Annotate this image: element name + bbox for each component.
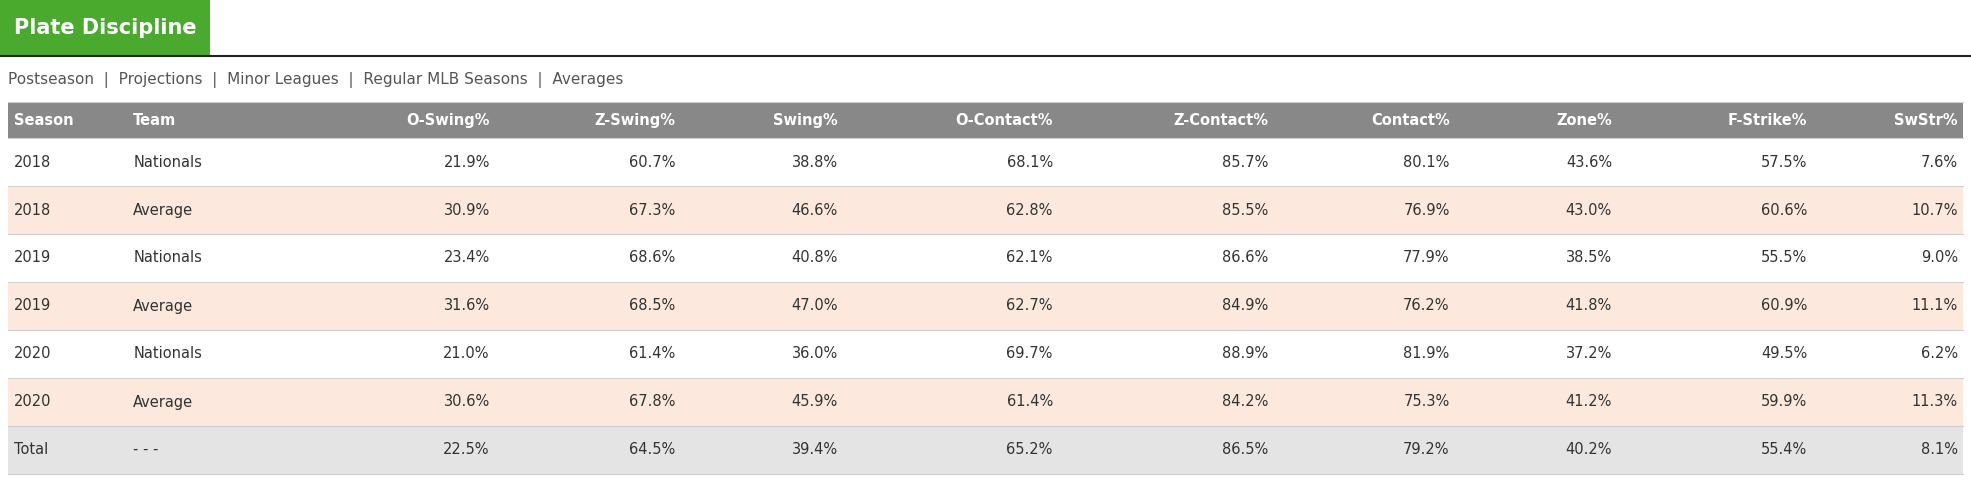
Text: 37.2%: 37.2% bbox=[1565, 347, 1612, 362]
Text: 2020: 2020 bbox=[14, 394, 51, 409]
Text: 49.5%: 49.5% bbox=[1762, 347, 1807, 362]
Text: 41.2%: 41.2% bbox=[1565, 394, 1612, 409]
Text: 2018: 2018 bbox=[14, 154, 51, 169]
Text: 80.1%: 80.1% bbox=[1403, 154, 1451, 169]
Text: Season: Season bbox=[14, 113, 73, 127]
Text: Plate Discipline: Plate Discipline bbox=[14, 18, 197, 38]
Text: 88.9%: 88.9% bbox=[1222, 347, 1267, 362]
Text: 67.8%: 67.8% bbox=[629, 394, 676, 409]
Text: 46.6%: 46.6% bbox=[792, 202, 838, 217]
Text: 79.2%: 79.2% bbox=[1403, 442, 1451, 457]
Text: 47.0%: 47.0% bbox=[790, 299, 838, 314]
Text: 30.9%: 30.9% bbox=[443, 202, 491, 217]
Text: 21.9%: 21.9% bbox=[443, 154, 491, 169]
Text: 43.0%: 43.0% bbox=[1565, 202, 1612, 217]
Text: 76.2%: 76.2% bbox=[1403, 299, 1451, 314]
Text: Z-Swing%: Z-Swing% bbox=[595, 113, 676, 127]
Text: 38.8%: 38.8% bbox=[792, 154, 838, 169]
Text: 69.7%: 69.7% bbox=[1007, 347, 1053, 362]
Text: 36.0%: 36.0% bbox=[792, 347, 838, 362]
Text: 23.4%: 23.4% bbox=[443, 250, 491, 266]
Text: 77.9%: 77.9% bbox=[1403, 250, 1451, 266]
Text: 2018: 2018 bbox=[14, 202, 51, 217]
Text: 21.0%: 21.0% bbox=[443, 347, 491, 362]
Text: 7.6%: 7.6% bbox=[1922, 154, 1957, 169]
Text: 6.2%: 6.2% bbox=[1922, 347, 1957, 362]
Text: O-Contact%: O-Contact% bbox=[956, 113, 1053, 127]
Text: 60.7%: 60.7% bbox=[629, 154, 676, 169]
Text: 86.5%: 86.5% bbox=[1222, 442, 1267, 457]
Text: 84.2%: 84.2% bbox=[1222, 394, 1267, 409]
Text: 55.4%: 55.4% bbox=[1762, 442, 1807, 457]
Text: Average: Average bbox=[134, 394, 193, 409]
Text: 8.1%: 8.1% bbox=[1922, 442, 1957, 457]
Text: 84.9%: 84.9% bbox=[1222, 299, 1267, 314]
Text: Nationals: Nationals bbox=[134, 154, 203, 169]
Text: 2020: 2020 bbox=[14, 347, 51, 362]
FancyBboxPatch shape bbox=[8, 102, 1963, 138]
Text: 9.0%: 9.0% bbox=[1922, 250, 1957, 266]
FancyBboxPatch shape bbox=[8, 426, 1963, 474]
FancyBboxPatch shape bbox=[0, 0, 211, 56]
Text: 57.5%: 57.5% bbox=[1762, 154, 1807, 169]
Text: 68.1%: 68.1% bbox=[1007, 154, 1053, 169]
Text: 22.5%: 22.5% bbox=[443, 442, 491, 457]
FancyBboxPatch shape bbox=[8, 330, 1963, 378]
Text: Nationals: Nationals bbox=[134, 347, 203, 362]
Text: 11.3%: 11.3% bbox=[1912, 394, 1957, 409]
Text: 85.5%: 85.5% bbox=[1222, 202, 1267, 217]
Text: 67.3%: 67.3% bbox=[629, 202, 676, 217]
Text: 68.5%: 68.5% bbox=[629, 299, 676, 314]
Text: 55.5%: 55.5% bbox=[1762, 250, 1807, 266]
Text: Average: Average bbox=[134, 202, 193, 217]
Text: Z-Contact%: Z-Contact% bbox=[1173, 113, 1267, 127]
Text: 65.2%: 65.2% bbox=[1007, 442, 1053, 457]
Text: 85.7%: 85.7% bbox=[1222, 154, 1267, 169]
Text: 68.6%: 68.6% bbox=[629, 250, 676, 266]
FancyBboxPatch shape bbox=[8, 234, 1963, 282]
Text: 38.5%: 38.5% bbox=[1565, 250, 1612, 266]
Text: 40.8%: 40.8% bbox=[792, 250, 838, 266]
Text: 31.6%: 31.6% bbox=[443, 299, 491, 314]
Text: 2019: 2019 bbox=[14, 250, 51, 266]
Text: Contact%: Contact% bbox=[1372, 113, 1451, 127]
Text: SwStr%: SwStr% bbox=[1894, 113, 1957, 127]
Text: 75.3%: 75.3% bbox=[1403, 394, 1451, 409]
Text: 61.4%: 61.4% bbox=[629, 347, 676, 362]
FancyBboxPatch shape bbox=[8, 186, 1963, 234]
FancyBboxPatch shape bbox=[8, 282, 1963, 330]
Text: 45.9%: 45.9% bbox=[792, 394, 838, 409]
Text: 62.8%: 62.8% bbox=[1007, 202, 1053, 217]
Text: Postseason  |  Projections  |  Minor Leagues  |  Regular MLB Seasons  |  Average: Postseason | Projections | Minor Leagues… bbox=[8, 72, 623, 88]
Text: 76.9%: 76.9% bbox=[1403, 202, 1451, 217]
FancyBboxPatch shape bbox=[8, 138, 1963, 186]
Text: 39.4%: 39.4% bbox=[792, 442, 838, 457]
Text: - - -: - - - bbox=[134, 442, 158, 457]
Text: 86.6%: 86.6% bbox=[1222, 250, 1267, 266]
Text: 59.9%: 59.9% bbox=[1762, 394, 1807, 409]
Text: 61.4%: 61.4% bbox=[1007, 394, 1053, 409]
Text: 43.6%: 43.6% bbox=[1565, 154, 1612, 169]
Text: Zone%: Zone% bbox=[1557, 113, 1612, 127]
Text: 60.9%: 60.9% bbox=[1762, 299, 1807, 314]
Text: 30.6%: 30.6% bbox=[443, 394, 491, 409]
Text: 64.5%: 64.5% bbox=[629, 442, 676, 457]
Text: 62.7%: 62.7% bbox=[1007, 299, 1053, 314]
Text: F-Strike%: F-Strike% bbox=[1729, 113, 1807, 127]
Text: Nationals: Nationals bbox=[134, 250, 203, 266]
Text: 11.1%: 11.1% bbox=[1912, 299, 1957, 314]
Text: 62.1%: 62.1% bbox=[1007, 250, 1053, 266]
Text: Swing%: Swing% bbox=[773, 113, 838, 127]
Text: 60.6%: 60.6% bbox=[1762, 202, 1807, 217]
Text: 40.2%: 40.2% bbox=[1565, 442, 1612, 457]
Text: 41.8%: 41.8% bbox=[1565, 299, 1612, 314]
Text: Team: Team bbox=[134, 113, 177, 127]
Text: 2019: 2019 bbox=[14, 299, 51, 314]
Text: 81.9%: 81.9% bbox=[1403, 347, 1451, 362]
Text: Total: Total bbox=[14, 442, 47, 457]
Text: Average: Average bbox=[134, 299, 193, 314]
Text: 10.7%: 10.7% bbox=[1912, 202, 1957, 217]
FancyBboxPatch shape bbox=[8, 378, 1963, 426]
Text: O-Swing%: O-Swing% bbox=[406, 113, 491, 127]
